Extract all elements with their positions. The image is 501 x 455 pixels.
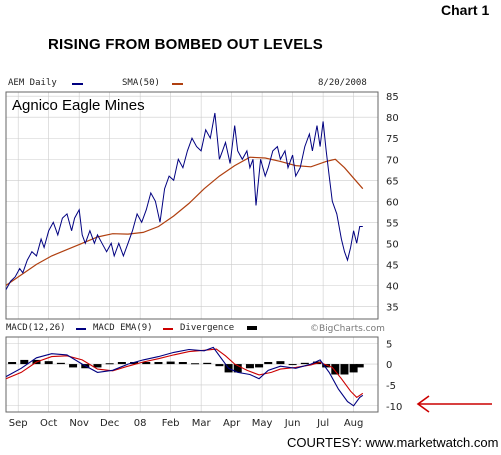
- x-tick-label: 08: [134, 418, 147, 429]
- divergence-bar: [166, 361, 175, 365]
- divergence-bar: [8, 362, 17, 365]
- x-tick-label: Jun: [284, 418, 301, 429]
- price-y-tick-label: 60: [386, 197, 399, 208]
- price-y-tick-label: 70: [386, 155, 399, 166]
- macd-y-tick-label: 0: [386, 360, 392, 371]
- divergence-bar: [93, 364, 102, 368]
- divergence-bar: [69, 364, 78, 368]
- divergence-bar: [117, 362, 126, 365]
- divergence-legend-swatch: [247, 326, 257, 330]
- sma-legend-label: SMA(50): [122, 78, 160, 88]
- divergence-bar: [322, 364, 331, 368]
- price-y-tick-label: 80: [386, 113, 399, 124]
- price-chart-frame: [5, 91, 379, 320]
- divergence-bar: [130, 362, 139, 365]
- ema-legend-label: MACD EMA(9): [93, 323, 153, 333]
- ema-legend-swatch: [163, 328, 173, 330]
- macd-legend-swatch: [76, 328, 86, 330]
- macd-y-tick-label: 5: [386, 339, 392, 350]
- price-legend-swatch: [72, 83, 83, 85]
- price-y-ticks: 35 40 45 50 55 60 65 70 75 80 85: [386, 92, 399, 313]
- x-tick-label: Oct: [40, 418, 57, 429]
- macd-y-tick-label: -5: [386, 381, 396, 392]
- divergence-bar: [20, 359, 29, 365]
- chart-date: 8/20/2008: [318, 78, 367, 88]
- x-tick-label: Nov: [69, 418, 89, 429]
- divergence-bar: [56, 362, 65, 365]
- stock-name-label: Agnico Eagle Mines: [12, 97, 145, 114]
- price-y-tick-label: 75: [386, 134, 399, 145]
- x-tick-label: May: [252, 418, 273, 429]
- x-tick-label: Dec: [100, 418, 119, 429]
- divergence-bar: [264, 362, 273, 365]
- divergence-bar: [178, 362, 187, 365]
- sma-line: [5, 156, 364, 286]
- price-y-tick-label: 35: [386, 302, 399, 313]
- divergence-bar: [245, 364, 254, 369]
- price-y-tick-label: 45: [386, 260, 399, 271]
- chart-headline: RISING FROM BOMBED OUT LEVELS: [48, 36, 323, 53]
- divergence-bar: [105, 363, 114, 365]
- price-y-tick-label: 65: [386, 176, 399, 187]
- divergence-bar: [142, 362, 151, 365]
- bigcharts-watermark: ©BigCharts.com: [310, 324, 385, 334]
- chart-number-label: Chart 1: [441, 2, 490, 18]
- x-tick-label: Jul: [316, 418, 329, 429]
- macd-y-tick-label: -10: [386, 402, 402, 413]
- sma-legend-swatch: [172, 83, 183, 85]
- divergence-bar: [154, 362, 163, 365]
- x-tick-label: Mar: [192, 418, 212, 429]
- divergence-bar: [288, 364, 297, 366]
- divergence-bar: [355, 364, 364, 368]
- macd-chart-grid: [6, 337, 378, 412]
- macd-chart-frame: [5, 336, 379, 413]
- macd-line: [5, 346, 364, 407]
- divergence-legend-label: Divergence: [180, 323, 235, 333]
- divergence-bar: [349, 364, 358, 373]
- divergence-bar: [300, 362, 309, 365]
- divergence-bar: [215, 364, 224, 367]
- arrow-head: [416, 395, 430, 413]
- red-arrow-annotation: [416, 395, 492, 413]
- divergence-bar: [276, 361, 285, 365]
- price-y-tick-label: 40: [386, 281, 399, 292]
- macd-legend-label: MACD(12,26): [6, 323, 66, 333]
- divergence-bar: [331, 364, 340, 375]
- x-tick-label: Aug: [344, 418, 364, 429]
- divergence-bar: [255, 364, 264, 368]
- price-y-tick-label: 50: [386, 239, 399, 250]
- x-tick-label: Sep: [9, 418, 28, 429]
- x-tick-label: Feb: [162, 418, 180, 429]
- divergence-bar: [191, 363, 200, 365]
- divergence-bar: [233, 364, 242, 373]
- macd-ema-line: [5, 348, 364, 399]
- divergence-bar: [44, 361, 53, 365]
- price-y-tick-label: 85: [386, 92, 399, 103]
- x-tick-label: Apr: [223, 418, 241, 429]
- price-y-tick-label: 55: [386, 218, 399, 229]
- divergence-bar: [203, 362, 212, 365]
- divergence-bar: [340, 364, 349, 375]
- price-line: [5, 112, 363, 290]
- macd-y-ticks: 5 0 -5 -10: [386, 339, 402, 413]
- courtesy-credit: COURTESY: www.marketwatch.com: [287, 435, 499, 450]
- x-axis-ticks: Sep Oct Nov Dec 08 Feb Mar Apr May Jun Jul Aug: [9, 418, 364, 429]
- price-legend-label: AEM Daily: [8, 78, 57, 88]
- divergence-bars: [8, 359, 364, 375]
